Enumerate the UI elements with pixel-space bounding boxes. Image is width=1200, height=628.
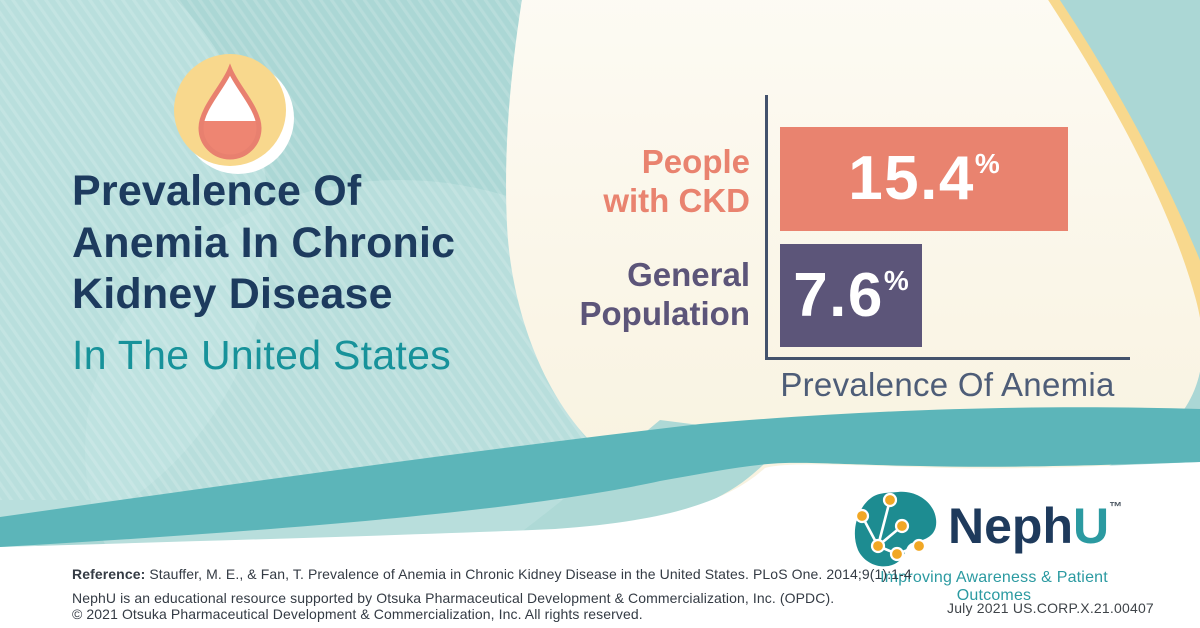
support-and-copyright: NephU is an educational resource support… — [72, 590, 835, 622]
title-line-3: Kidney Disease — [72, 270, 393, 319]
percent-sign: % — [883, 264, 909, 296]
bar-general-population: 7.6% — [780, 244, 922, 347]
percent-sign: % — [974, 148, 1000, 179]
copyright-line: © 2021 Otsuka Pharmaceutical Development… — [72, 605, 643, 622]
trademark-symbol: ™ — [1109, 499, 1123, 514]
wave-band — [0, 407, 1200, 547]
wordmark-neph: Neph — [948, 498, 1073, 554]
date-and-job-code: July 2021 US.CORP.X.21.00407 — [947, 600, 1154, 616]
wordmark-u: U — [1073, 498, 1110, 554]
bar-value-general-population: 7.6% — [793, 260, 909, 330]
bar-chart: 15.4% 7.6% — [765, 95, 1130, 360]
nephu-kidney-network-icon — [854, 491, 937, 567]
reference-text: Stauffer, M. E., & Fan, T. Prevalence of… — [145, 566, 912, 582]
nephu-wordmark: NephU™ — [948, 500, 1122, 551]
page-title: Prevalence Of Anemia In Chronic Kidney D… — [72, 166, 552, 321]
title-line-2: Anemia In Chronic — [72, 218, 456, 267]
page-subtitle: In The United States — [72, 332, 452, 378]
title-line-1: Prevalence Of — [72, 167, 362, 215]
support-line: NephU is an educational resource support… — [72, 590, 835, 606]
bar-value-people-with-ckd: 15.4% — [848, 144, 1000, 213]
drop-outline — [198, 63, 262, 160]
category-label-people-with-ckd: People with CKD — [603, 143, 750, 219]
logo-tagline: Improving Awareness & Patient Outcomes — [880, 569, 1108, 604]
category-label-general-population: General Population — [579, 256, 750, 332]
bar-people-with-ckd: 15.4% — [780, 127, 1068, 231]
blood-drop-icon — [174, 54, 294, 174]
reference-line: Reference: Stauffer, M. E., & Fan, T. Pr… — [72, 566, 912, 582]
x-axis-label: Prevalence Of Anemia — [780, 366, 1115, 403]
network-nodes — [854, 492, 927, 562]
reference-label: Reference: — [72, 566, 146, 582]
